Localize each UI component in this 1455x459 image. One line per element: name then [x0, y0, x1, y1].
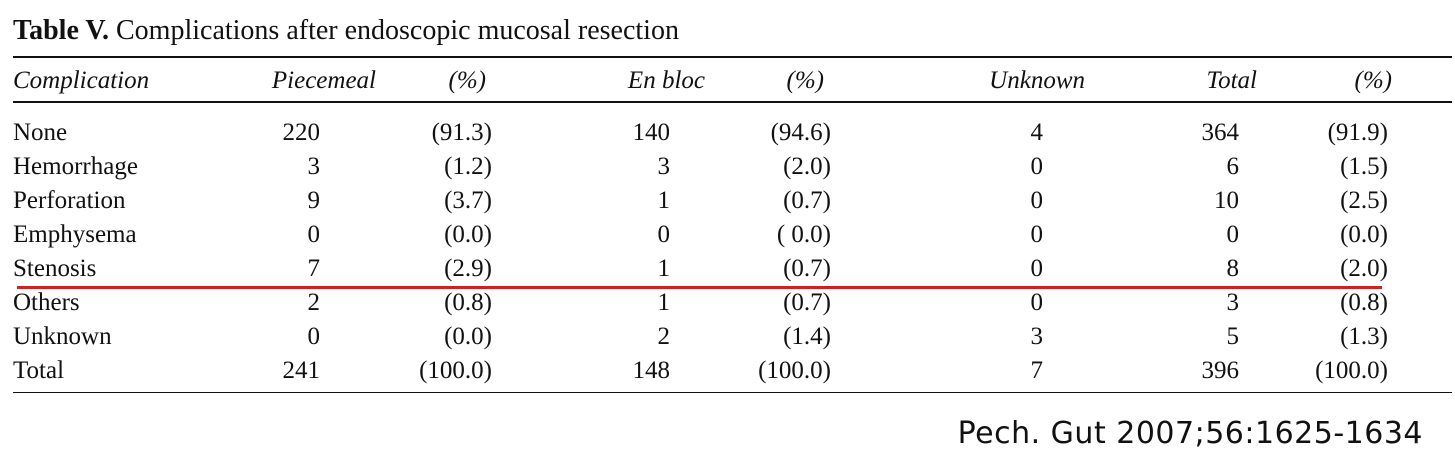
piecemeal-count: 7 [307, 255, 321, 282]
piecemeal-count: 2 [307, 289, 321, 316]
unknown-count: 3 [1030, 323, 1044, 350]
header-piecemeal: Piecemeal [271, 67, 376, 94]
en-bloc-count: 3 [657, 153, 671, 180]
row-label: Others [13, 289, 80, 316]
table-caption: Table V. Complications after endoscopic … [13, 14, 679, 48]
table-caption-label: Table V. [13, 15, 109, 46]
en-bloc-count: 0 [657, 221, 671, 248]
table-caption-text: Complications after endoscopic mucosal r… [116, 15, 679, 46]
total-count: 396 [1201, 357, 1240, 384]
total-count: 5 [1226, 323, 1240, 350]
piecemeal-percent: (91.3) [431, 119, 492, 146]
unknown-count: 0 [1030, 289, 1044, 316]
total-percent: (0.8) [1340, 289, 1388, 316]
piecemeal-count: 9 [307, 187, 321, 214]
unknown-count: 0 [1030, 255, 1044, 282]
row-label: Hemorrhage [13, 153, 138, 180]
piecemeal-count: 220 [282, 119, 321, 146]
en-bloc-percent: (100.0) [758, 357, 831, 384]
piecemeal-count: 3 [307, 153, 321, 180]
header-complication: Complication [13, 67, 150, 94]
table-top-rule [13, 56, 1452, 58]
row-label: None [13, 119, 68, 146]
en-bloc-count: 148 [632, 357, 671, 384]
total-count: 6 [1226, 153, 1240, 180]
table-row: Perforation 9 (3.7) 1 (0.7) 0 10 (2.5) [0, 184, 1455, 218]
piecemeal-count: 0 [307, 221, 321, 248]
total-count: 10 [1214, 187, 1239, 214]
en-bloc-count: 140 [632, 119, 671, 146]
en-bloc-percent: (1.4) [783, 323, 831, 350]
piecemeal-percent: (100.0) [419, 357, 492, 384]
en-bloc-percent: ( 0.0) [776, 221, 831, 248]
table-header-rule [13, 101, 1452, 103]
table-row: Emphysema 0 (0.0) 0 ( 0.0) 0 0 (0.0) [0, 218, 1455, 252]
unknown-count: 0 [1030, 153, 1044, 180]
piecemeal-percent: (3.7) [444, 187, 492, 214]
table-row: Stenosis 7 (2.9) 1 (0.7) 0 8 (2.0) [0, 252, 1455, 286]
en-bloc-percent: (0.7) [783, 187, 831, 214]
table-row: Unknown 0 (0.0) 2 (1.4) 3 5 (1.3) [0, 320, 1455, 354]
piecemeal-count: 241 [282, 357, 321, 384]
en-bloc-count: 1 [657, 255, 671, 282]
table-row: Hemorrhage 3 (1.2) 3 (2.0) 0 6 (1.5) [0, 150, 1455, 184]
table-row-total: Total 241 (100.0) 148 (100.0) 7 396 (100… [0, 354, 1455, 388]
en-bloc-count: 1 [657, 187, 671, 214]
piecemeal-percent: (2.9) [444, 255, 492, 282]
total-percent: (91.9) [1327, 119, 1388, 146]
en-bloc-count: 1 [657, 289, 671, 316]
header-en-bloc: En bloc [627, 67, 705, 94]
row-label: Total [13, 357, 65, 384]
table-row: Others 2 (0.8) 1 (0.7) 0 3 (0.8) [0, 286, 1455, 320]
total-percent: (100.0) [1315, 357, 1388, 384]
total-count: 0 [1226, 221, 1240, 248]
row-label: Perforation [13, 187, 126, 214]
en-bloc-percent: (2.0) [783, 153, 831, 180]
total-count: 3 [1226, 289, 1240, 316]
piecemeal-percent: (1.2) [444, 153, 492, 180]
unknown-count: 0 [1030, 187, 1044, 214]
red-highlight-line [17, 286, 1382, 289]
table-header-row: Complication Piecemeal (%) En bloc (%) U… [0, 64, 1455, 98]
total-percent: (1.3) [1340, 323, 1388, 350]
row-label: Emphysema [13, 221, 137, 248]
piecemeal-percent: (0.0) [444, 323, 492, 350]
unknown-count: 0 [1030, 221, 1044, 248]
row-label: Unknown [13, 323, 112, 350]
en-bloc-percent: (0.7) [783, 255, 831, 282]
en-bloc-percent: (94.6) [770, 119, 831, 146]
total-percent: (2.0) [1340, 255, 1388, 282]
header-en-bloc-percent: (%) [786, 67, 824, 94]
table-row: None 220 (91.3) 140 (94.6) 4 364 (91.9) [0, 116, 1455, 150]
total-percent: (1.5) [1340, 153, 1388, 180]
piecemeal-percent: (0.0) [444, 221, 492, 248]
header-piecemeal-percent: (%) [448, 67, 486, 94]
total-count: 364 [1201, 119, 1240, 146]
table-bottom-rule [13, 392, 1452, 393]
piecemeal-percent: (0.8) [444, 289, 492, 316]
unknown-count: 7 [1030, 357, 1044, 384]
total-percent: (2.5) [1340, 187, 1388, 214]
piecemeal-count: 0 [307, 323, 321, 350]
total-percent: (0.0) [1340, 221, 1388, 248]
row-label: Stenosis [13, 255, 97, 282]
en-bloc-percent: (0.7) [783, 289, 831, 316]
citation-text: Pech. Gut 2007;56:1625-1634 [957, 416, 1423, 451]
header-unknown: Unknown [989, 67, 1085, 94]
total-count: 8 [1226, 255, 1240, 282]
header-total: Total [1206, 67, 1257, 94]
header-total-percent: (%) [1354, 67, 1392, 94]
en-bloc-count: 2 [657, 323, 671, 350]
unknown-count: 4 [1030, 119, 1044, 146]
